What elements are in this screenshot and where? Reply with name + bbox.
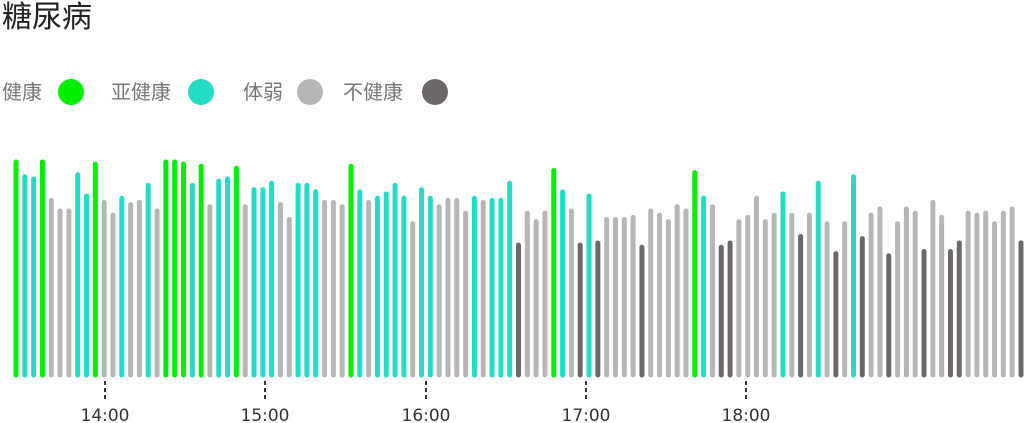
x-tick-label: 14:00 [81,406,130,423]
x-axis: 14:00 15:00 16:00 17:00 18:00 [81,381,771,423]
bars-group [16,162,1021,375]
x-tick-label: 16:00 [402,406,451,423]
x-tick-label: 18:00 [722,406,771,423]
x-tick-label: 15:00 [241,406,290,423]
x-tick-label: 17:00 [562,406,611,423]
